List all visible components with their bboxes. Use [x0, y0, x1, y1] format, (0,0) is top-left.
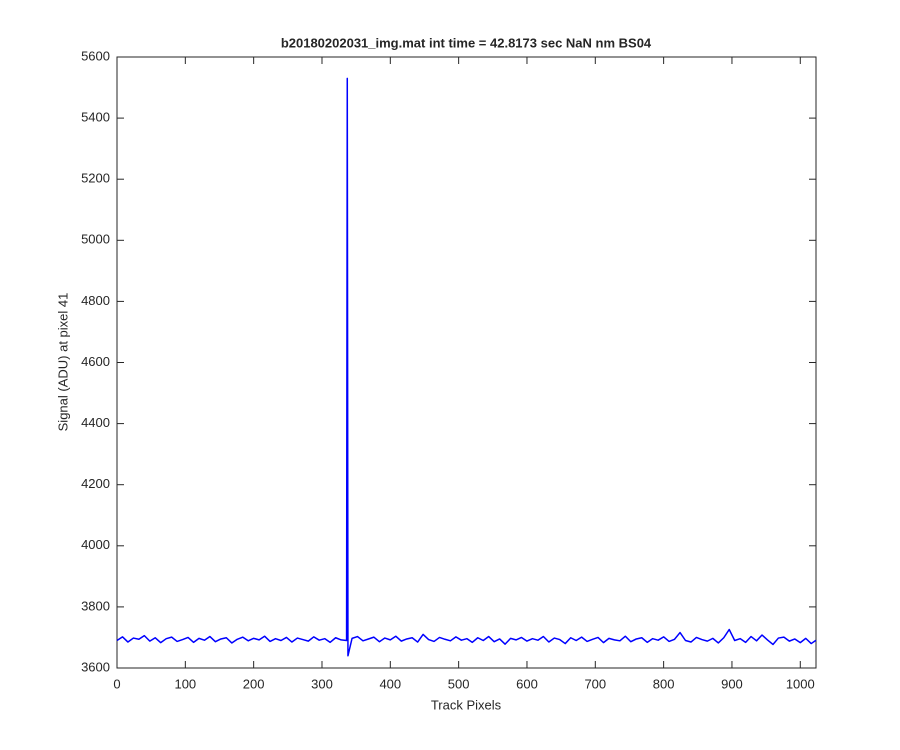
x-tick-label: 100 — [174, 676, 196, 691]
chart-title: b20180202031_img.mat int time = 42.8173 … — [281, 35, 652, 50]
y-axis-label: Signal (ADU) at pixel 41 — [55, 293, 70, 432]
plot-box — [116, 56, 817, 669]
y-tick-label: 4400 — [81, 415, 110, 430]
y-tick-label: 4000 — [81, 537, 110, 552]
y-tick-label: 5000 — [81, 232, 110, 247]
y-tick-label: 4800 — [81, 293, 110, 308]
x-tick-label: 500 — [448, 676, 470, 691]
y-tick-label: 4200 — [81, 476, 110, 491]
x-tick-label: 200 — [243, 676, 265, 691]
x-tick-label: 1000 — [786, 676, 815, 691]
y-tick-label: 4600 — [81, 354, 110, 369]
x-tick-label: 400 — [379, 676, 401, 691]
x-tick-label: 0 — [113, 676, 120, 691]
x-tick-label: 300 — [311, 676, 333, 691]
x-tick-label: 900 — [721, 676, 743, 691]
x-tick-label: 800 — [653, 676, 675, 691]
data-line — [116, 77, 817, 657]
x-tick-label: 700 — [584, 676, 606, 691]
y-tick-label: 3800 — [81, 598, 110, 613]
y-tick-label: 3600 — [81, 659, 110, 674]
x-axis-label: Track Pixels — [431, 697, 502, 712]
y-tick-label: 5400 — [81, 110, 110, 125]
y-tick-label: 5200 — [81, 171, 110, 186]
x-tick-label: 600 — [516, 676, 538, 691]
y-tick-label: 5600 — [81, 48, 110, 63]
